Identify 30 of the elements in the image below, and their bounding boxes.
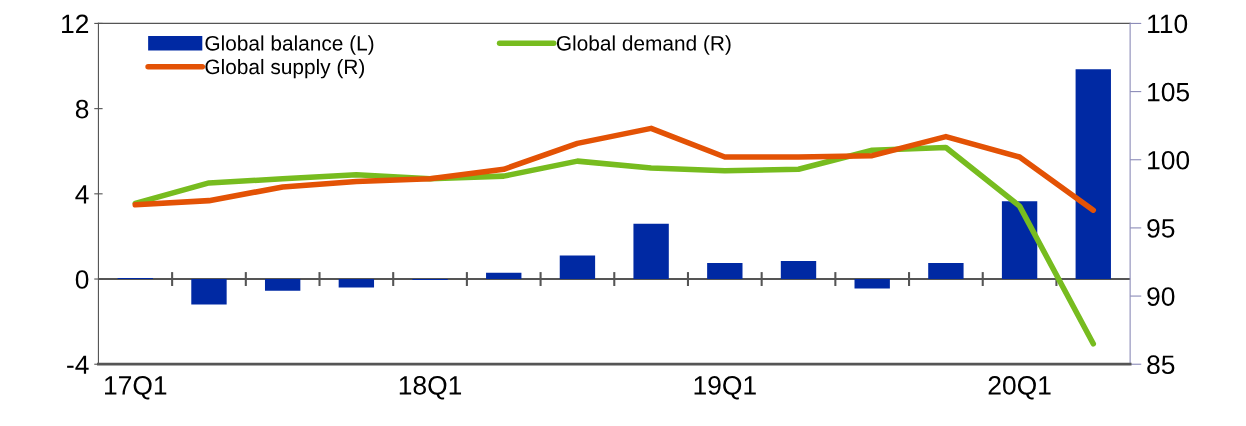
bar xyxy=(264,279,301,291)
y2-tick-label: 90 xyxy=(1147,287,1175,306)
y2-tick-label: 85 xyxy=(1147,355,1175,375)
legend-label: Global supply (R) xyxy=(205,58,365,79)
bar xyxy=(338,279,375,288)
bar xyxy=(486,272,522,280)
bar xyxy=(191,279,227,305)
legend-label: Global demand (R) xyxy=(556,35,731,55)
bar xyxy=(1001,201,1038,280)
bar xyxy=(928,263,964,280)
x-tick-label: 18Q1 xyxy=(399,376,462,400)
x-tick-label: 19Q1 xyxy=(694,376,756,400)
bar xyxy=(633,223,669,280)
bar xyxy=(854,279,890,289)
y2-tick-label: 105 xyxy=(1148,82,1190,102)
bar xyxy=(780,260,817,280)
y-tick-label: 12 xyxy=(62,14,89,33)
y-tick-label: 8 xyxy=(75,99,89,119)
bar xyxy=(707,263,743,280)
y2-tick-label: 95 xyxy=(1147,219,1175,238)
bar xyxy=(1075,69,1111,280)
y-tick-label: -4 xyxy=(67,355,89,374)
y-tick-label: 0 xyxy=(75,270,89,289)
y2-tick-label: 100 xyxy=(1148,150,1190,170)
legend-label: Global balance (L) xyxy=(205,35,374,55)
x-tick-label: 17Q1 xyxy=(105,376,167,400)
y2-tick-label: 110 xyxy=(1148,14,1188,34)
y-tick-label: 4 xyxy=(75,185,89,204)
bar xyxy=(559,255,596,280)
x-tick-label: 20Q1 xyxy=(988,376,1051,400)
